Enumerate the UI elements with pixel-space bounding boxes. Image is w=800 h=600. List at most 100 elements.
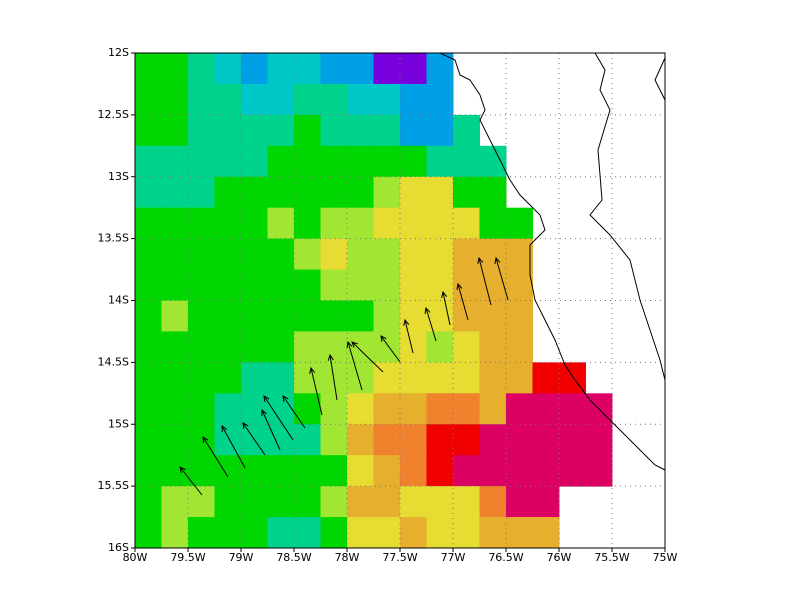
- cell: [267, 269, 295, 301]
- cell: [267, 145, 295, 178]
- cell: [347, 331, 374, 363]
- cell: [347, 145, 374, 178]
- cell: [506, 238, 533, 271]
- cell: [400, 176, 427, 209]
- cell: [506, 455, 533, 487]
- cell: [135, 300, 162, 332]
- vector: [242, 422, 266, 456]
- cell: [294, 207, 321, 240]
- cell: [161, 393, 189, 425]
- cell: [161, 362, 189, 394]
- cell: [347, 517, 374, 549]
- cell: [426, 393, 454, 425]
- cell: [479, 269, 507, 301]
- cell: [347, 424, 374, 456]
- cell: [188, 455, 215, 487]
- cell: [585, 424, 613, 456]
- cell: [267, 207, 295, 240]
- cell: [294, 176, 321, 209]
- cell: [532, 424, 560, 456]
- cell: [267, 424, 295, 456]
- cell: [426, 145, 454, 178]
- cell: [294, 269, 321, 301]
- cell: [532, 455, 560, 487]
- y-tick-label: 13.5S: [98, 232, 129, 245]
- cell: [241, 145, 268, 178]
- cell: [426, 486, 454, 518]
- x-tick-label: 78W: [335, 551, 360, 564]
- cell: [135, 393, 162, 425]
- cell: [373, 393, 401, 425]
- cell: [400, 486, 427, 518]
- border: [589, 52, 666, 381]
- cell: [400, 53, 427, 85]
- cell: [320, 455, 348, 487]
- cell: [426, 424, 454, 456]
- cell: [267, 486, 295, 518]
- cell: [135, 238, 162, 271]
- cell: [188, 424, 215, 456]
- cell: [294, 393, 321, 425]
- cell: [294, 424, 321, 456]
- cell: [188, 331, 215, 363]
- cell: [188, 269, 215, 301]
- cell: [559, 424, 586, 456]
- cell: [426, 455, 454, 487]
- cell: [161, 300, 189, 332]
- cell: [135, 517, 162, 549]
- cell: [161, 207, 189, 240]
- cell: [294, 238, 321, 271]
- cell: [479, 300, 507, 332]
- x-tick-label: 80W: [123, 551, 148, 564]
- cell: [347, 393, 374, 425]
- cell: [294, 145, 321, 178]
- cell: [320, 300, 348, 332]
- cell: [453, 176, 480, 209]
- vector: [261, 408, 281, 451]
- cell: [267, 300, 295, 332]
- cell: [453, 145, 480, 178]
- vector: [309, 366, 323, 416]
- cell: [214, 424, 242, 456]
- cell: [426, 517, 454, 549]
- cell: [188, 114, 215, 147]
- cell: [188, 207, 215, 240]
- cell: [479, 331, 507, 363]
- cell: [135, 207, 162, 240]
- cell: [320, 331, 348, 363]
- cell: [320, 207, 348, 240]
- cell: [320, 238, 348, 271]
- cell: [320, 517, 348, 549]
- cell: [453, 455, 480, 487]
- cell: [400, 424, 427, 456]
- cell: [267, 393, 295, 425]
- vector: [179, 466, 203, 496]
- cell: [214, 176, 242, 209]
- cell: [347, 176, 374, 209]
- cell: [347, 53, 374, 85]
- vector: [424, 306, 437, 342]
- cell: [426, 331, 454, 363]
- cell: [453, 424, 480, 456]
- x-tick-label: 75W: [653, 551, 678, 564]
- cell: [214, 207, 242, 240]
- cell: [426, 269, 454, 301]
- cell: [400, 362, 427, 394]
- cell: [400, 145, 427, 178]
- y-tick-label: 14.5S: [98, 355, 129, 368]
- cell: [188, 176, 215, 209]
- cell: [479, 393, 507, 425]
- cell: [347, 238, 374, 271]
- cell: [135, 269, 162, 301]
- cell: [267, 455, 295, 487]
- cell: [135, 53, 162, 85]
- cell: [373, 238, 401, 271]
- cell: [267, 362, 295, 394]
- cell: [320, 269, 348, 301]
- vector: [351, 341, 384, 373]
- cell: [506, 424, 533, 456]
- cell: [188, 145, 215, 178]
- cell: [188, 83, 215, 116]
- cell: [506, 300, 533, 332]
- cell: [214, 455, 242, 487]
